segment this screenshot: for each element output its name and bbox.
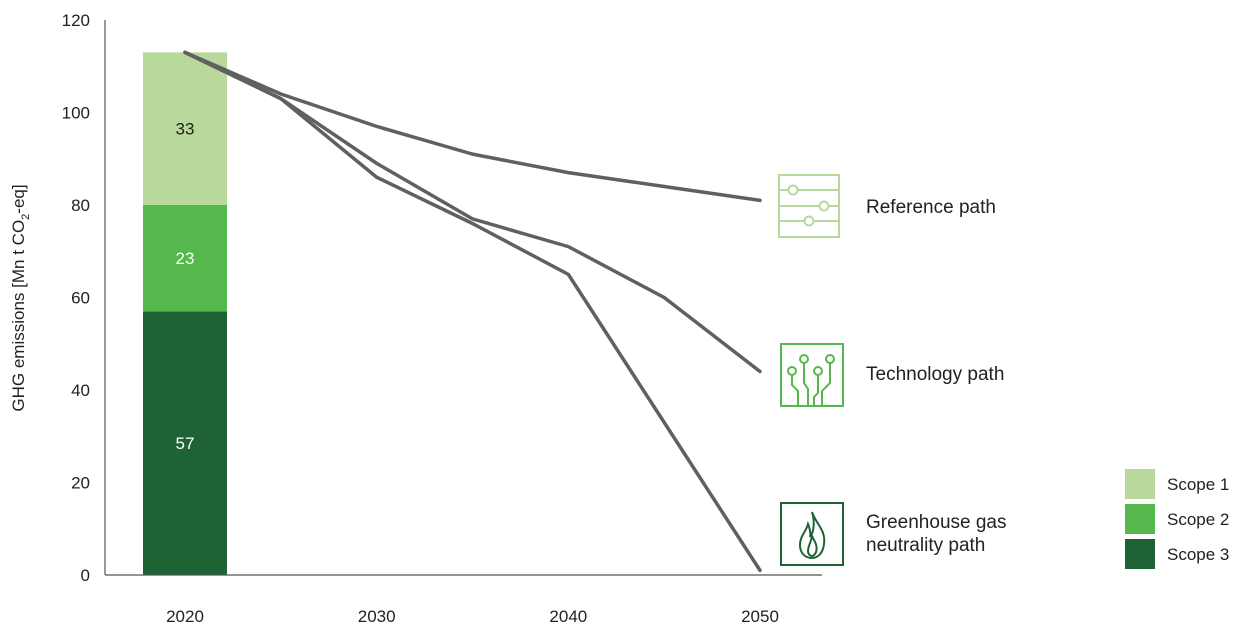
bar-segment-label: 23 — [176, 249, 195, 268]
y-tick-label: 120 — [62, 11, 90, 30]
y-axis-label: GHG emissions [Mn t CO2-eq] — [9, 184, 32, 411]
y-axis-label-suffix: -eq] — [9, 184, 28, 213]
bar-segment-scope-2 — [143, 205, 227, 312]
stacked-bar-2020: 57 23 33 — [143, 52, 227, 575]
line-reference-path — [183, 50, 762, 203]
legend: Scope 1 Scope 2 Scope 3 — [1125, 469, 1229, 569]
path-label: Greenhouse gas neutrality path — [866, 512, 1007, 556]
bar-segment-scope-3 — [143, 311, 227, 575]
legend-label: Scope 1 — [1167, 475, 1229, 494]
legend-swatch — [1125, 469, 1155, 499]
bar-segment-label: 33 — [176, 120, 195, 139]
x-tick-label: 2040 — [549, 607, 587, 626]
path-label: Reference path — [866, 197, 996, 218]
y-tick-label: 80 — [71, 196, 90, 215]
x-tick-label: 2030 — [358, 607, 396, 626]
legend-swatch — [1125, 539, 1155, 569]
x-axis-ticks: 2020 2030 2040 2050 — [166, 607, 779, 626]
y-axis-label-subscript: 2 — [20, 214, 32, 220]
path-label: Technology path — [866, 364, 1004, 385]
sliders-icon — [778, 174, 840, 238]
x-tick-label: 2050 — [741, 607, 779, 626]
flame-icon — [780, 502, 844, 566]
bar-segment-scope-1 — [143, 52, 227, 205]
y-tick-label: 100 — [62, 104, 90, 123]
x-tick-label: 2020 — [166, 607, 204, 626]
y-tick-label: 0 — [81, 566, 90, 585]
bar-segment-label: 57 — [176, 434, 195, 453]
path-labels: Reference path Technology path Greenhouse … — [866, 197, 1007, 556]
circuit-icon — [780, 343, 844, 407]
y-axis-ticks: 0 20 40 60 80 100 120 — [62, 11, 90, 585]
y-axis-label-main: GHG emissions [Mn t CO — [9, 220, 28, 412]
line-technology-path — [183, 50, 762, 374]
legend-swatch — [1125, 504, 1155, 534]
y-tick-label: 40 — [71, 381, 90, 400]
y-tick-label: 60 — [71, 289, 90, 308]
legend-label: Scope 3 — [1167, 545, 1229, 564]
y-tick-label: 20 — [71, 474, 90, 493]
legend-label: Scope 2 — [1167, 510, 1229, 529]
line-greenhouse-gas-neutrality-path — [183, 50, 762, 573]
axes — [104, 20, 822, 576]
emission-paths — [183, 50, 762, 573]
